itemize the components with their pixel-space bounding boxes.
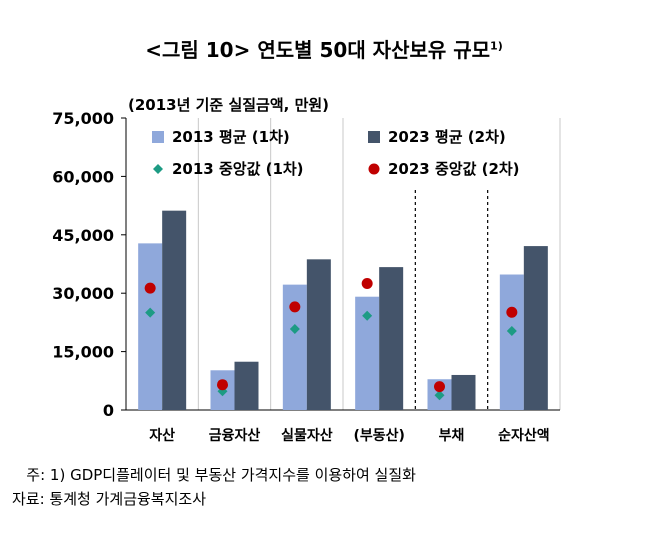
- marker-2023-median: [434, 381, 445, 393]
- marker-2013-median: [289, 324, 300, 335]
- bar-2023-mean: [306, 259, 331, 410]
- legend-label: 2013 중앙값 (1차): [172, 160, 304, 178]
- marker-2013-median: [362, 310, 373, 321]
- bar-2023-mean: [162, 210, 187, 410]
- bar-2013-mean: [138, 243, 163, 410]
- chart-title-text: <그림 10> 연도별 50대 자산보유 규모: [145, 38, 491, 62]
- marker-2013-median: [145, 307, 156, 318]
- y-tick-label: 75,000: [52, 109, 114, 128]
- marker-2023-median: [361, 277, 373, 289]
- marker-2023-median: [506, 306, 518, 318]
- footnote: 주: 1) GDP디플레이터 및 부동산 가격지수를 이용하여 실질화: [12, 466, 416, 484]
- x-tick-label: 순자산액: [498, 427, 550, 444]
- legend-swatch: [368, 131, 380, 143]
- bar-2023-mean: [451, 374, 476, 410]
- legend-label: 2013 평균 (1차): [172, 128, 290, 146]
- marker-2023-median: [144, 282, 156, 294]
- y-tick-label: 15,000: [52, 343, 114, 362]
- x-tick-label: (부동산): [353, 427, 404, 444]
- legend-label: 2023 평균 (2차): [388, 128, 506, 146]
- marker-2013-median: [506, 325, 517, 336]
- legend-label: 2023 중앙값 (2차): [388, 160, 520, 178]
- legend-swatch: [153, 164, 163, 174]
- bar-2023-mean: [379, 267, 404, 410]
- marker-2023-median: [217, 379, 228, 391]
- chart-title: <그림 10> 연도별 50대 자산보유 규모1): [0, 34, 648, 63]
- x-tick-label: 자산: [149, 427, 175, 444]
- y-tick-label: 30,000: [52, 284, 114, 303]
- unit-label: (2013년 기준 실질금액, 만원): [128, 96, 329, 114]
- x-tick-label: 금융자산: [209, 427, 261, 444]
- bar-2013-mean: [499, 274, 524, 410]
- legend-swatch: [152, 131, 164, 143]
- y-tick-label: 0: [103, 401, 114, 420]
- bar-chart: (2013년 기준 실질금액, 만원) 0 15,000 30,000 45,000 60…: [52, 96, 561, 444]
- marker-2023-median: [289, 301, 301, 313]
- source-note: 자료: 통계청 가계금융복지조사: [12, 490, 206, 508]
- legend-swatch: [368, 163, 380, 175]
- marker-2013-median: [434, 390, 445, 401]
- x-tick-label: 부채: [439, 428, 465, 444]
- bar-2023-mean: [234, 361, 259, 410]
- bar-2023-mean: [523, 246, 548, 410]
- y-tick-label: 45,000: [52, 226, 114, 245]
- chart-title-footnote-mark: 1): [490, 39, 503, 53]
- y-tick-label: 60,000: [52, 167, 114, 186]
- x-tick-label: 실물자산: [281, 427, 333, 444]
